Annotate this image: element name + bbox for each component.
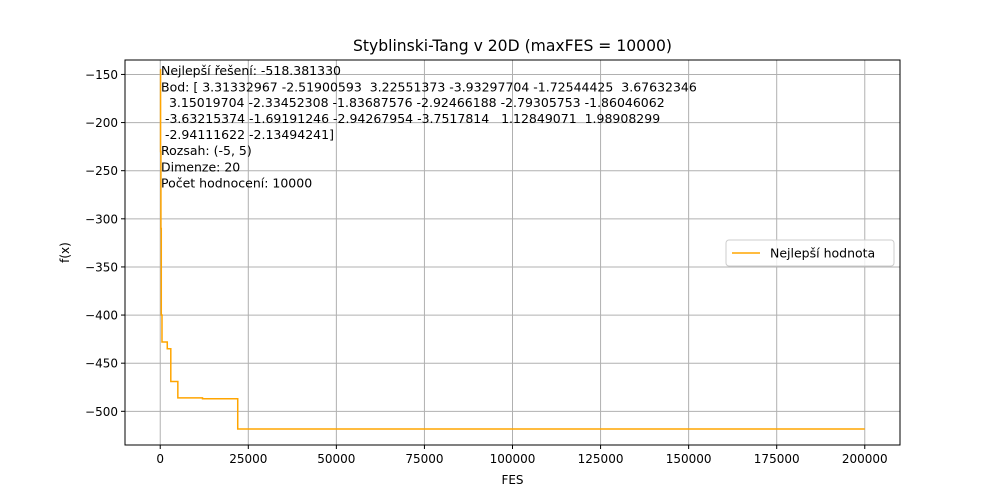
y-axis-label: f(x) xyxy=(58,242,72,263)
y-tick-label: −250 xyxy=(85,164,118,178)
y-tick-label: −200 xyxy=(85,116,118,130)
x-tick-label: 25000 xyxy=(229,452,267,466)
legend-label: Nejlepší hodnota xyxy=(770,246,875,261)
x-axis-label: FES xyxy=(501,473,523,487)
x-axis: 0 25000 50000 75000 100000 125000 150000 175000… xyxy=(156,445,888,466)
annotation-line: Bod: [ 3.31332967 -2.51900593 3.22551373… xyxy=(161,80,697,95)
y-tick-label: −400 xyxy=(85,309,118,323)
x-tick-label: 100000 xyxy=(490,452,536,466)
grid xyxy=(125,60,900,445)
legend-frame xyxy=(725,239,895,267)
annotation-box: Nejlepší řešení: -518.381330 Bod: [ 3.313… xyxy=(161,63,697,191)
annotation-line: Počet hodnocení: 10000 xyxy=(161,176,312,191)
annotation-line: Dimenze: 20 xyxy=(161,160,240,175)
annotation-line: 3.15019704 -2.33452308 -1.83687576 -2.92… xyxy=(161,95,665,110)
y-tick-label: −350 xyxy=(85,260,118,274)
y-tick-label: −450 xyxy=(85,357,118,371)
x-tick-label: 0 xyxy=(156,452,164,466)
y-tick-label: −500 xyxy=(85,405,118,419)
y-axis: −150 −200 −250 −300 −350 −400 −450 −500 xyxy=(85,68,125,419)
y-tick-label: −300 xyxy=(85,212,118,226)
x-tick-label: 50000 xyxy=(317,452,355,466)
annotation-line: -2.94111622 -2.13494241] xyxy=(161,127,334,142)
series-layer xyxy=(159,68,865,430)
y-tick-label: −150 xyxy=(85,68,118,82)
x-tick-label: 200000 xyxy=(842,452,888,466)
annotation-line: -3.63215374 -1.69191246 -2.94267954 -3.7… xyxy=(161,111,660,126)
series-line xyxy=(159,68,865,430)
legend: Nejlepší hodnota xyxy=(725,239,895,267)
annotation-line: Rozsah: (-5, 5) xyxy=(161,143,252,158)
x-tick-label: 150000 xyxy=(666,452,712,466)
chart-title: Styblinski-Tang v 20D (maxFES = 10000) xyxy=(353,37,672,55)
x-tick-label: 125000 xyxy=(578,452,624,466)
x-tick-label: 175000 xyxy=(754,452,800,466)
x-tick-label: 75000 xyxy=(405,452,443,466)
annotation-line: Nejlepší řešení: -518.381330 xyxy=(161,63,341,78)
